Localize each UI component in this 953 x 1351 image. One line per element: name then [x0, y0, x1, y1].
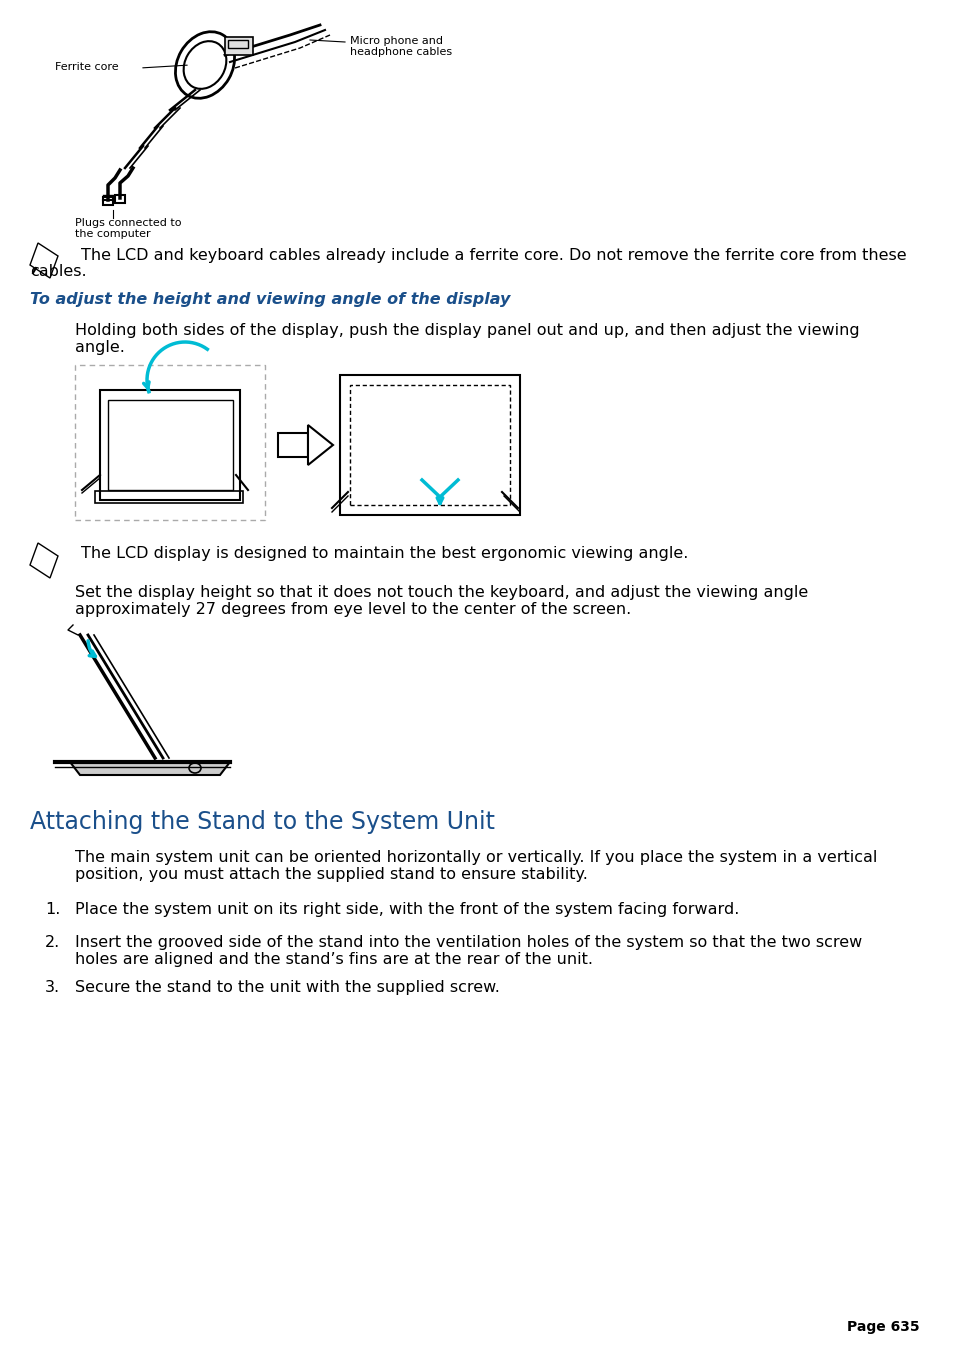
Text: Ferrite core: Ferrite core — [55, 62, 118, 72]
Text: the computer: the computer — [75, 230, 151, 239]
Text: cables.: cables. — [30, 263, 87, 280]
Bar — [95, 490, 243, 503]
Text: 2.: 2. — [45, 935, 60, 950]
Bar — [277, 434, 308, 457]
Bar — [103, 197, 112, 205]
Polygon shape — [30, 243, 58, 278]
Bar — [108, 400, 233, 490]
Bar — [100, 390, 240, 500]
Text: holes are aligned and the stand’s fins are at the rear of the unit.: holes are aligned and the stand’s fins a… — [75, 952, 593, 967]
Text: Attaching the Stand to the System Unit: Attaching the Stand to the System Unit — [30, 811, 495, 834]
Text: The LCD and keyboard cables already include a ferrite core. Do not remove the fe: The LCD and keyboard cables already incl… — [65, 249, 905, 263]
Text: To adjust the height and viewing angle of the display: To adjust the height and viewing angle o… — [30, 292, 510, 307]
Text: Place the system unit on its right side, with the front of the system facing for: Place the system unit on its right side,… — [75, 902, 739, 917]
Text: Page 635: Page 635 — [846, 1320, 919, 1333]
Bar — [228, 41, 248, 49]
Text: headphone cables: headphone cables — [350, 47, 452, 57]
Text: Set the display height so that it does not touch the keyboard, and adjust the vi: Set the display height so that it does n… — [75, 585, 807, 600]
Text: approximately 27 degrees from eye level to the center of the screen.: approximately 27 degrees from eye level … — [75, 603, 631, 617]
Bar — [115, 195, 125, 203]
Text: position, you must attach the supplied stand to ensure stability.: position, you must attach the supplied s… — [75, 867, 587, 882]
Bar — [225, 36, 253, 55]
Text: Holding both sides of the display, push the display panel out and up, and then a: Holding both sides of the display, push … — [75, 323, 859, 338]
Text: Plugs connected to: Plugs connected to — [75, 218, 181, 228]
Text: 3.: 3. — [45, 979, 60, 994]
Text: 1.: 1. — [45, 902, 60, 917]
Text: The LCD display is designed to maintain the best ergonomic viewing angle.: The LCD display is designed to maintain … — [65, 546, 688, 561]
Polygon shape — [70, 762, 230, 775]
Bar — [350, 385, 510, 505]
Text: Micro phone and: Micro phone and — [350, 36, 442, 46]
Polygon shape — [308, 426, 333, 465]
Polygon shape — [30, 543, 58, 578]
Text: angle.: angle. — [75, 340, 125, 355]
Text: The main system unit can be oriented horizontally or vertically. If you place th: The main system unit can be oriented hor… — [75, 850, 877, 865]
Text: Insert the grooved side of the stand into the ventilation holes of the system so: Insert the grooved side of the stand int… — [75, 935, 862, 950]
Text: Secure the stand to the unit with the supplied screw.: Secure the stand to the unit with the su… — [75, 979, 499, 994]
Bar — [339, 376, 519, 515]
Bar — [75, 365, 265, 520]
